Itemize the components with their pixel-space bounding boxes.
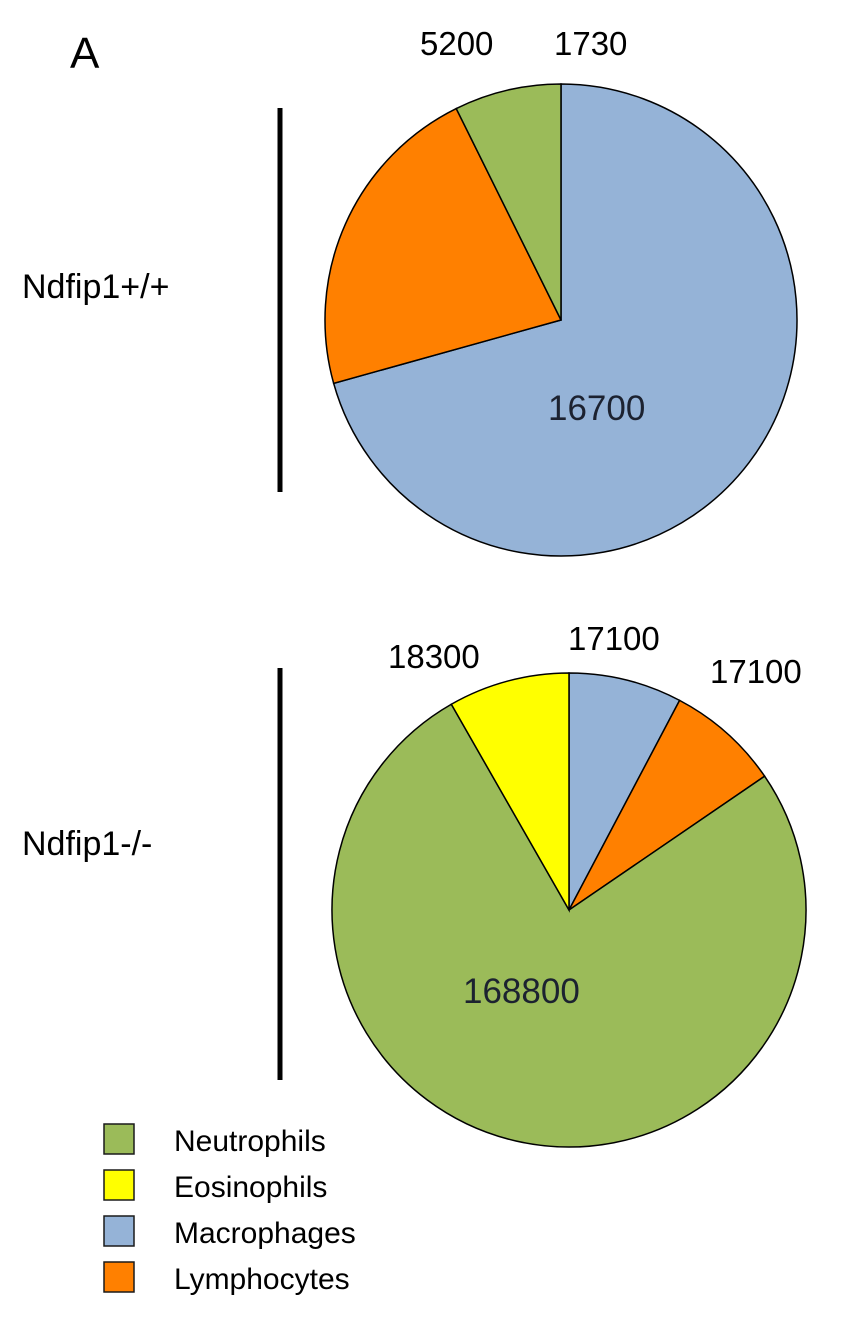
legend-swatch-neutrophils [103,1123,135,1155]
slice-value-label-eosinophils: 18300 [388,638,480,675]
legend-swatch-macrophages [103,1215,135,1247]
legend-swatch-eosinophils [103,1169,135,1201]
slice-value-label-macrophages: 16700 [548,389,645,428]
pie-knockout: 17100 17100 168800 18300 [331,620,807,1148]
legend: Neutrophils Eosinophils Macrophages Lymphoc… [103,1123,356,1296]
pie-slice-eosinophils [450,672,570,913]
legend-label-neutrophils: Neutrophils [174,1125,326,1158]
legend-label-eosinophils: Eosinophils [174,1171,327,1204]
legend-label-lymphocytes: Lymphocytes [174,1263,350,1296]
pie-slice-neutrophils [455,83,562,321]
pie-slice-macrophages [332,83,798,557]
pie-slice-neutrophils [331,703,807,1148]
slice-value-label-neutrophils: 168800 [463,972,580,1011]
slice-value-label-lymphocytes: 5200 [420,25,493,62]
legend-swatch-lymphocytes [103,1261,135,1293]
group-label-knockout: Ndfip1-/- [22,825,152,863]
legend-label-macrophages: Macrophages [174,1217,356,1250]
pie-slice-macrophages [568,672,681,911]
group-label-wildtype: Ndfip1+/+ [22,268,169,306]
slice-value-label-neutrophils: 1730 [554,25,627,62]
slice-value-label-lymphocytes: 17100 [710,653,802,690]
panel-letter: A [70,29,100,78]
pie-slice-lymphocytes [324,107,563,385]
pie-wildtype: 16700 5200 1730 [324,25,798,557]
slice-value-label-macrophages: 17100 [568,620,660,657]
pie-slice-lymphocytes [568,699,766,911]
